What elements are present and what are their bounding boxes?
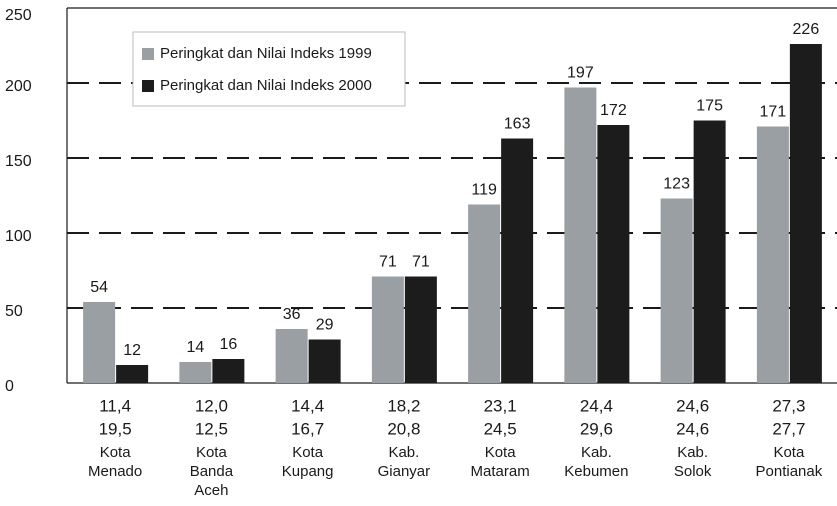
x-row-label: 18,2 (387, 396, 420, 415)
x-row-label: 20,8 (387, 419, 420, 438)
x-row-label: 24,6 (676, 419, 709, 438)
value-label: 119 (471, 182, 497, 199)
value-label: 54 (90, 279, 108, 296)
legend-swatch (142, 48, 154, 60)
x-tick-label: Pontianak (756, 463, 823, 480)
x-tick-label: Kab. (581, 444, 612, 461)
value-label: 71 (412, 254, 430, 271)
value-label: 36 (283, 306, 301, 323)
value-label: 71 (379, 254, 397, 271)
bar (308, 339, 341, 383)
x-tick-label: Kupang (282, 463, 334, 480)
value-label: 16 (219, 336, 237, 353)
bar (756, 126, 789, 383)
bar (404, 276, 437, 383)
bar (597, 125, 630, 383)
y-tick-label: 100 (5, 228, 32, 245)
x-tick-label: Menado (88, 463, 142, 480)
y-tick-label: 250 (5, 7, 32, 24)
x-tick-label: Kab. (388, 444, 419, 461)
x-row-label: 19,5 (99, 419, 132, 438)
legend-label: Peringkat dan Nilai Indeks 2000 (160, 77, 372, 94)
value-label: 172 (600, 102, 627, 119)
legend-label: Peringkat dan Nilai Indeks 1999 (160, 45, 372, 62)
x-row-label: 27,3 (772, 396, 805, 415)
bar (660, 198, 693, 383)
x-row-label: 24,6 (676, 396, 709, 415)
bar (501, 138, 534, 383)
bar (564, 87, 597, 383)
x-tick-label: Kota (292, 444, 324, 461)
x-row-label: 29,6 (580, 419, 613, 438)
value-label: 171 (760, 104, 787, 121)
value-label: 123 (663, 176, 690, 193)
value-label: 226 (793, 21, 820, 38)
x-tick-label: Aceh (194, 482, 228, 499)
x-tick-label: Solok (674, 463, 712, 480)
bar (275, 329, 308, 383)
bar (212, 359, 245, 383)
bar (83, 302, 116, 383)
x-tick-label: Kab. (677, 444, 708, 461)
x-tick-label: Kota (485, 444, 517, 461)
x-row-label: 14,4 (291, 396, 324, 415)
x-tick-label: Kota (196, 444, 228, 461)
bar (179, 362, 212, 383)
y-tick-label: 200 (5, 78, 32, 95)
bar (789, 44, 822, 383)
value-label: 175 (696, 98, 723, 115)
value-label: 29 (316, 317, 334, 334)
x-tick-label: Kota (773, 444, 805, 461)
x-row-label: 24,4 (580, 396, 613, 415)
x-tick-label: Mataram (471, 463, 530, 480)
bar (371, 276, 404, 383)
x-tick-label: Banda (190, 463, 234, 480)
x-row-label: 24,5 (484, 419, 517, 438)
x-row-label: 16,7 (291, 419, 324, 438)
y-tick-label: 150 (5, 153, 32, 170)
bar (116, 365, 149, 383)
y-tick-label: 50 (5, 303, 23, 320)
x-row-label: 12,5 (195, 419, 228, 438)
x-tick-label: Kebumen (564, 463, 628, 480)
x-tick-label: Kota (100, 444, 132, 461)
x-row-label: 12,0 (195, 396, 228, 415)
bar (468, 204, 501, 383)
bar (693, 120, 726, 383)
x-tick-label: Gianyar (378, 463, 431, 480)
value-label: 163 (504, 116, 531, 133)
y-tick-label: 0 (5, 378, 14, 395)
x-row-label: 27,7 (772, 419, 805, 438)
value-label: 12 (123, 342, 141, 359)
x-row-label: 23,1 (484, 396, 517, 415)
value-label: 14 (186, 339, 204, 356)
x-row-label: 11,4 (99, 396, 131, 415)
value-label: 197 (567, 65, 594, 82)
legend-swatch (142, 80, 154, 92)
legend-box (132, 31, 406, 107)
